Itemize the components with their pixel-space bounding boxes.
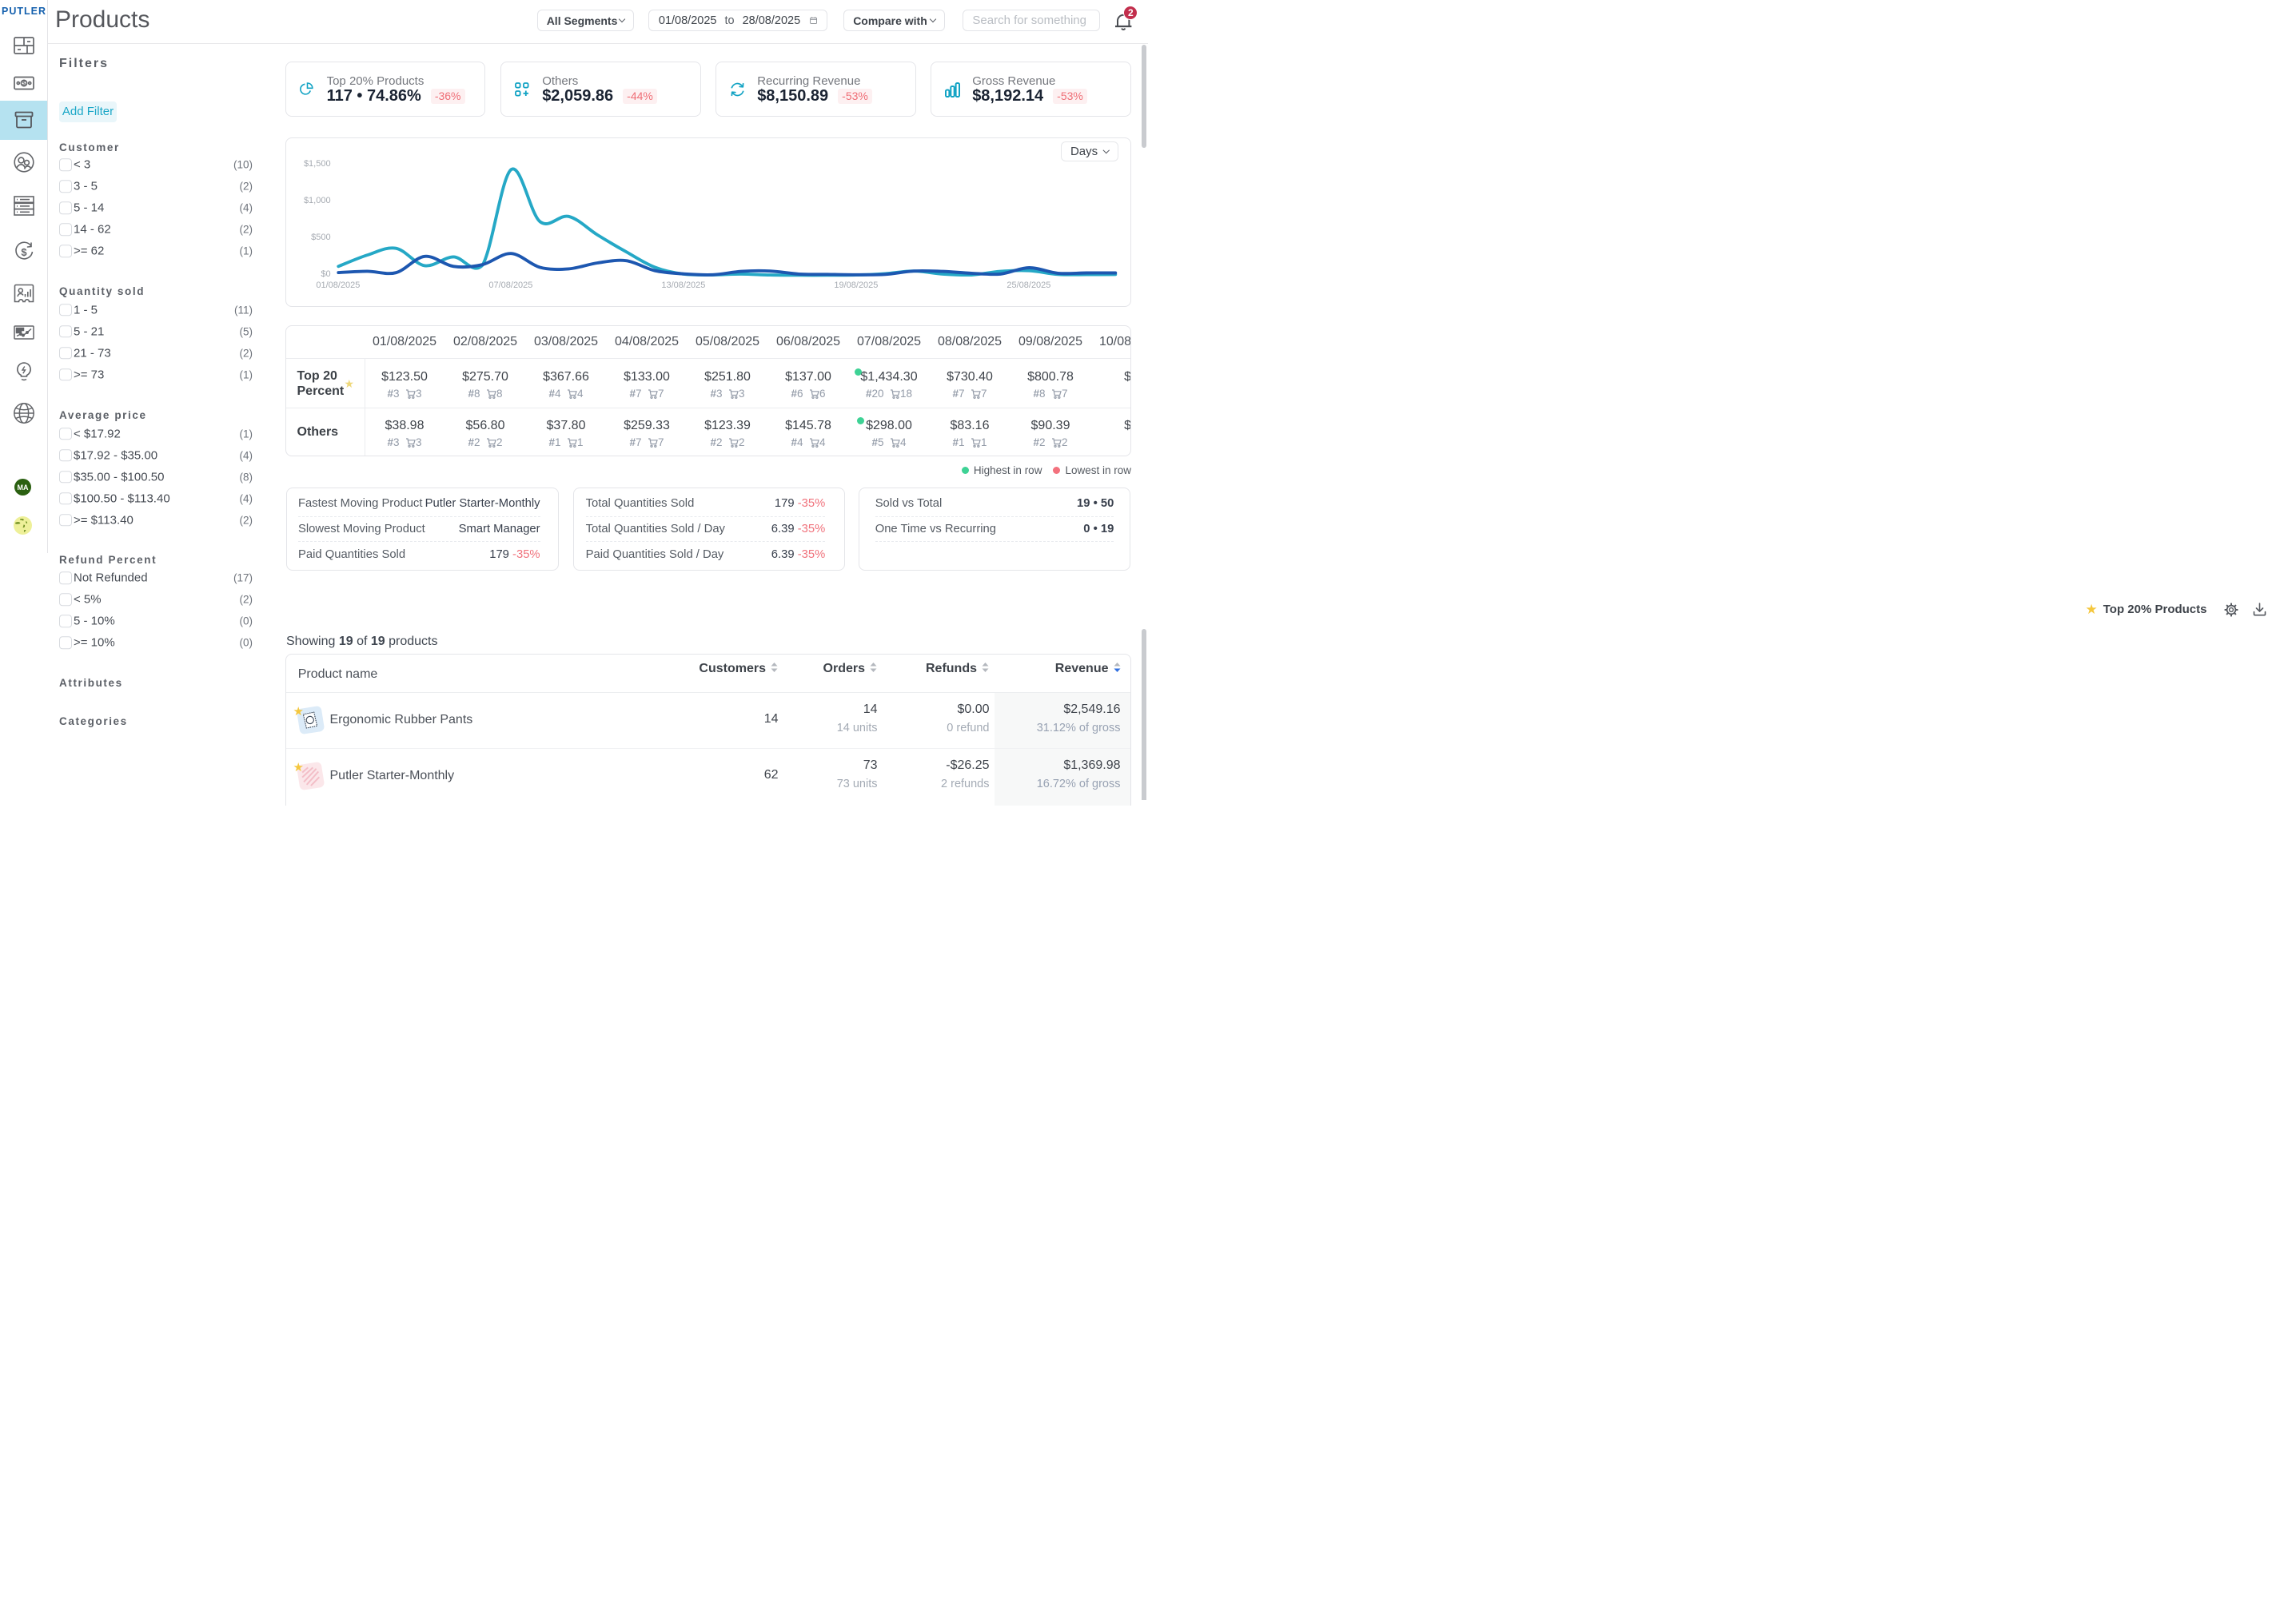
svg-text:$: $ (22, 81, 26, 86)
svg-text:$: $ (21, 245, 27, 257)
